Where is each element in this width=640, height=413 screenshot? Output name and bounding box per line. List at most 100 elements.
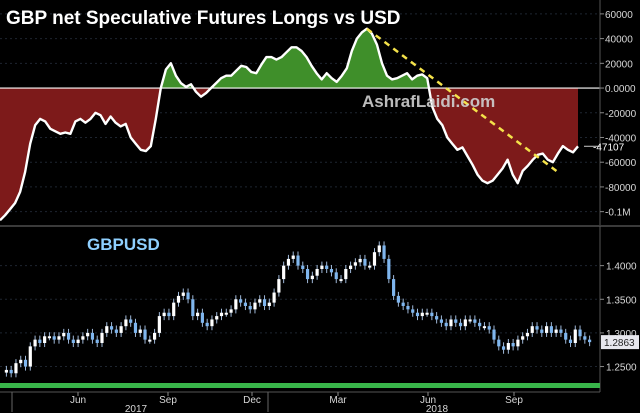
candle-body [124,319,128,327]
candle-body [19,359,23,364]
lower-y-axis: 1.2500 1.3000 1.3500 1.4000 1.2863 [599,226,639,392]
candle-body [100,332,104,343]
candle-body [196,312,200,317]
candle-body [291,255,295,259]
candle-body [224,312,228,315]
candle-body [559,329,563,333]
candle-body [28,346,32,367]
candle-body [463,319,467,327]
candle-body [90,332,95,340]
candle-body [444,322,448,327]
candle-body [200,312,204,323]
candle-body [430,312,434,317]
candle-body [33,339,37,347]
candle-body [305,269,310,280]
candle-body [473,319,477,323]
candle-body [23,359,28,367]
candle-body [296,255,300,266]
candle-body [583,336,587,340]
upper-tick-label: 40000 [605,35,633,46]
candle-body [535,326,539,330]
candle-body [411,309,415,313]
candle-body [425,312,429,315]
candle-body [66,332,71,340]
candle-body [329,269,334,273]
candle-body [439,319,444,323]
last-price-label: 1.2863 [604,338,635,349]
candle-body [530,326,534,333]
positive-area [0,28,578,89]
upper-tick-label: -80000 [605,183,637,194]
candle-body [176,295,181,303]
lower-chart-title: GBPUSD [87,235,160,254]
baseline-bar [0,383,600,388]
candle-body [109,326,114,330]
candle-body [382,245,386,259]
candle-body [38,339,42,343]
candle-body [310,275,314,280]
candle-body [363,258,367,266]
downtrend-line [366,27,559,174]
candle-body [449,319,453,327]
upper-tick-label: 60000 [605,10,633,21]
candle-body [387,258,391,280]
candle-body [372,252,377,266]
candle-body [162,312,166,317]
candle-body [239,299,243,303]
upper-tick-label: -0.1M [605,208,631,219]
upper-tick-label: -60000 [605,158,637,169]
candle-body [396,295,400,303]
month-label: Sep [159,395,177,406]
candle-body [234,299,238,310]
candle-body [511,343,515,347]
positioning-panel: 60000 40000 20000 0.0000 -20000 -40000 -60000 -… [0,0,637,226]
candle-body [506,343,510,350]
candle-body [253,302,257,310]
candle-body [501,346,506,350]
candle-body [4,369,8,373]
candle-body [392,279,396,296]
candle-body [478,322,482,327]
candle-body [9,369,13,374]
candle-body [167,312,171,317]
last-price-tag [601,335,639,350]
candle-body [348,265,353,269]
year-label: 2018 [426,404,449,413]
candle-body [588,339,592,343]
candle-body [415,312,420,317]
candle-body [420,312,424,317]
candle-body [258,299,262,303]
candle-body [377,245,381,253]
candle-body [52,336,56,340]
candle-body [497,339,501,347]
upper-chart-title: GBP net Speculative Futures Longs vs USD [6,8,401,29]
candle-body [229,309,233,313]
candle-body [435,316,439,320]
candle-body [205,322,209,327]
negative-area [0,88,578,221]
candle-body [353,262,357,266]
candle-body [516,339,520,347]
candle-body [282,265,286,280]
net-positioning-area [0,27,600,222]
candle-body [262,299,267,306]
candle-body [95,339,99,343]
candle-body [152,332,157,340]
candle-body [219,312,224,317]
lower-tick-label: 1.3000 [606,329,637,340]
candle-body [210,319,214,327]
candle-body [57,336,61,340]
candle-body [301,265,305,269]
upper-tick-label: -40000 [605,133,637,144]
lower-tick-label: 1.3500 [606,295,637,306]
month-label: Mar [329,395,347,406]
upper-tick-label: -20000 [605,109,637,120]
candle-body [554,329,558,333]
candle-body [248,306,252,310]
candle-body [267,302,271,306]
candle-body [549,326,553,333]
candle-body [315,269,319,276]
candle-body [138,329,142,333]
candle-body [71,339,75,343]
candle-body [114,329,118,333]
